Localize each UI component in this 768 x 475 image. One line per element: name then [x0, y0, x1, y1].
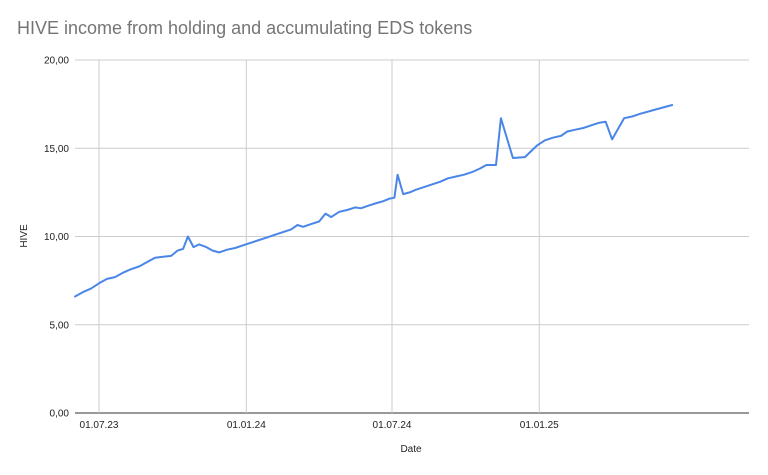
x-tick-label: 01.07.24 [373, 420, 412, 431]
y-tick-label: 20,00 [44, 56, 69, 67]
chart-title: HIVE income from holding and accumulatin… [17, 18, 473, 38]
grid-lines [75, 59, 749, 414]
series-line [74, 104, 674, 298]
y-tick-labels: 0,00 5,00 10,00 15,00 20,00 [44, 56, 69, 420]
x-tick-label: 01.01.25 [520, 420, 559, 431]
y-tick-label: 5,00 [50, 320, 70, 331]
x-axis-label: Date [400, 444, 422, 455]
x-tick-labels: 01.07.23 01.01.24 01.07.24 01.01.25 [80, 420, 560, 431]
y-axis-label: HIVE [19, 224, 30, 248]
series-group [74, 104, 674, 298]
x-tick-label: 01.01.24 [227, 420, 266, 431]
y-tick-label: 0,00 [50, 409, 70, 420]
x-tick-label: 01.07.23 [80, 420, 119, 431]
y-tick-label: 15,00 [44, 144, 69, 155]
y-tick-label: 10,00 [44, 232, 69, 243]
